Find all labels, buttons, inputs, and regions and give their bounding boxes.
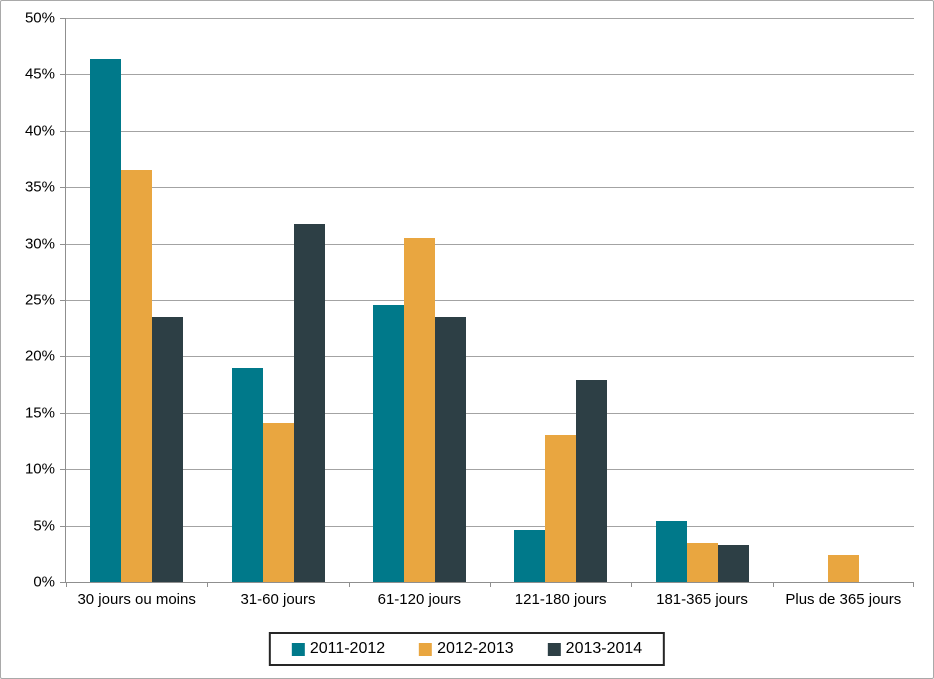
plot-area: 0% 5% 10% 15% 20% 25% 30% 35% 40% 45% 50% 30 jours … <box>25 10 914 608</box>
legend: 2011-2012 2012-2013 2013-2014 <box>268 632 666 666</box>
x-axis-category-label: 121-180 jours <box>514 591 607 608</box>
x-axis-category-label: 31-60 jours <box>240 591 316 608</box>
gridline <box>66 187 914 189</box>
bar-2011-2012-121-180 jours <box>514 530 546 582</box>
legend-item-2011-2012: 2011-2012 <box>291 640 386 658</box>
legend-swatch-icon <box>291 642 305 656</box>
bar-2013-2014-31-60 jours <box>293 224 325 582</box>
gridline <box>66 412 914 414</box>
legend-item-2013-2014: 2013-2014 <box>547 640 643 658</box>
y-axis-label: 30% <box>24 235 55 253</box>
y-axis-label: 35% <box>24 178 55 196</box>
y-axis-label: 25% <box>24 291 55 309</box>
x-axis-tick <box>490 582 491 587</box>
bar-2011-2012-61-120 jours <box>372 304 404 582</box>
y-axis-tick <box>60 74 65 76</box>
bar-2012-2013-181-365 jours <box>686 542 718 582</box>
y-axis-tick <box>60 187 65 189</box>
x-axis-category-label: 181-365 jours <box>656 591 748 608</box>
bar-2012-2013-Plus de 365 jours <box>827 554 859 582</box>
gridline <box>66 74 914 76</box>
x-axis-tick <box>66 582 67 587</box>
y-axis-label: 45% <box>24 65 55 83</box>
x-axis-category-label: 61-120 jours <box>377 591 462 608</box>
legend-swatch-icon <box>419 642 433 656</box>
y-axis-label: 0% <box>33 573 55 591</box>
legend-item-2012-2013: 2012-2013 <box>419 640 514 658</box>
x-axis-category-label: Plus de 365 jours <box>785 591 902 608</box>
y-axis-tick <box>60 356 65 358</box>
bar-2013-2014-181-365 jours <box>717 544 749 582</box>
bar-2011-2012-181-365 jours <box>655 521 687 582</box>
x-axis-category-label: 30 jours ou moins <box>77 591 196 608</box>
gridline <box>66 356 914 358</box>
y-axis-tick <box>60 300 65 301</box>
bar-2012-2013-30 jours ou moins <box>121 170 153 582</box>
y-axis-tick <box>60 18 65 19</box>
x-axis-tick <box>913 582 914 587</box>
y-axis-tick <box>60 243 65 245</box>
y-axis-label: 50% <box>24 9 55 27</box>
gridline <box>66 18 914 19</box>
bar-2012-2013-121-180 jours <box>545 435 577 582</box>
x-axis-tick <box>772 582 774 587</box>
y-axis-label: 10% <box>24 460 55 478</box>
bar-2013-2014-121-180 jours <box>576 380 608 582</box>
gridline <box>66 130 914 132</box>
y-axis-tick <box>60 582 65 583</box>
bar-2011-2012-31-60 jours <box>231 367 263 582</box>
legend-label: 2011-2012 <box>309 640 386 657</box>
legend-label: 2012-2013 <box>437 640 514 657</box>
x-axis-tick <box>207 582 209 587</box>
x-axis-tick <box>348 582 350 587</box>
bar-2012-2013-61-120 jours <box>403 237 435 582</box>
gridline <box>66 469 914 471</box>
x-axis-tick <box>631 582 633 587</box>
gridline <box>66 525 914 527</box>
bar-2011-2012-30 jours ou moins <box>90 58 122 582</box>
gridline <box>66 243 914 245</box>
y-axis-label: 15% <box>24 404 55 422</box>
y-axis-tick <box>60 412 65 414</box>
bar-2013-2014-61-120 jours <box>434 316 466 582</box>
gridline <box>66 300 914 301</box>
y-axis-label: 20% <box>24 347 55 365</box>
y-axis-tick <box>60 130 65 132</box>
y-axis-label: 40% <box>24 122 55 140</box>
y-axis-tick <box>60 469 65 471</box>
y-axis-tick <box>60 525 65 527</box>
y-axis-label: 5% <box>33 517 55 535</box>
legend-swatch-icon <box>547 642 561 656</box>
legend-label: 2013-2014 <box>565 640 643 657</box>
bar-2013-2014-30 jours ou moins <box>152 316 184 582</box>
bar-2012-2013-31-60 jours <box>262 422 294 582</box>
